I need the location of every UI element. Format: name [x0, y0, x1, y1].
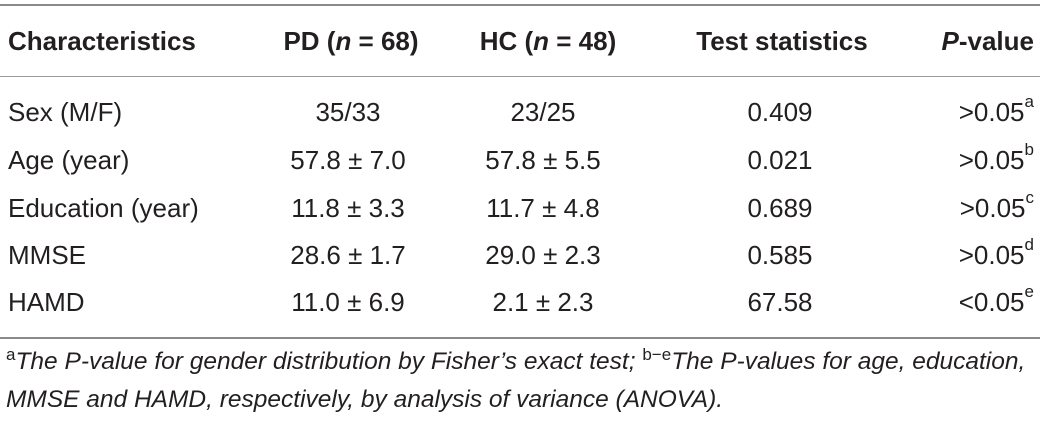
table-row: Sex (M/F) 35/33 23/25 0.409 >0.05a: [0, 89, 1040, 135]
row-pd-value: 35/33: [315, 97, 381, 127]
header-characteristics: Characteristics: [8, 26, 196, 56]
row-pd-value: 28.6 ± 1.7: [290, 240, 406, 270]
row-p-value: <0.05e: [958, 282, 1034, 317]
table-bottom-rule: [0, 337, 1040, 339]
row-label: MMSE: [8, 240, 86, 270]
row-hc-value: 2.1 ± 2.3: [492, 287, 594, 317]
row-p-value: >0.05c: [959, 188, 1035, 223]
row-p-value: >0.05d: [958, 235, 1034, 270]
row-hc-value: 23/25: [510, 97, 576, 127]
table-top-rule: [0, 4, 1040, 6]
row-label: HAMD: [8, 287, 85, 317]
header-p-value: P-value: [941, 26, 1035, 56]
row-pd-value: 11.8 ± 3.3: [291, 193, 405, 223]
table-row: Age (year) 57.8 ± 7.0 57.8 ± 5.5 0.021 >…: [0, 137, 1040, 183]
row-label: Sex (M/F): [8, 97, 123, 127]
row-test-value: 0.021: [747, 145, 813, 175]
row-test-value: 0.689: [747, 193, 813, 223]
row-test-value: 0.585: [747, 240, 813, 270]
header-hc: HC (n = 48): [479, 26, 617, 56]
row-p-value: >0.05b: [958, 140, 1034, 175]
table-header-rule: [0, 76, 1040, 77]
table-header-row: Characteristics PD (n = 68) HC (n = 48) …: [0, 18, 1040, 64]
p-superscript: e: [1024, 282, 1034, 302]
header-pd: PD (n = 68): [283, 26, 419, 56]
table-row: HAMD 11.0 ± 6.9 2.1 ± 2.3 67.58 <0.05e: [0, 279, 1040, 325]
row-test-value: 0.409: [747, 97, 813, 127]
table-footnote: aThe P-value for gender distribution by …: [6, 344, 1036, 418]
row-label: Education (year): [8, 193, 199, 223]
table-row: MMSE 28.6 ± 1.7 29.0 ± 2.3 0.585 >0.05d: [0, 232, 1040, 278]
row-hc-value: 11.7 ± 4.8: [486, 193, 600, 223]
row-label: Age (year): [8, 145, 130, 175]
header-test-statistics: Test statistics: [696, 26, 868, 56]
footnote-superscript-a: a: [6, 345, 16, 364]
footnote-text-a: The P-value for gender distribution by F…: [15, 348, 643, 375]
p-superscript: c: [1025, 188, 1035, 208]
row-test-value: 67.58: [747, 287, 813, 317]
p-superscript: d: [1024, 235, 1034, 255]
p-superscript: b: [1024, 140, 1034, 160]
row-p-value: >0.05a: [958, 92, 1034, 127]
row-pd-value: 57.8 ± 7.0: [290, 145, 406, 175]
table-row: Education (year) 11.8 ± 3.3 11.7 ± 4.8 0…: [0, 185, 1040, 231]
p-superscript: a: [1024, 92, 1034, 112]
footnote-superscript-b-e: b−e: [642, 345, 672, 364]
footnote-text-b-e: The P-values for age, education, MMSE an…: [6, 348, 1026, 413]
row-hc-value: 57.8 ± 5.5: [485, 145, 601, 175]
row-pd-value: 11.0 ± 6.9: [291, 287, 405, 317]
row-hc-value: 29.0 ± 2.3: [485, 240, 601, 270]
